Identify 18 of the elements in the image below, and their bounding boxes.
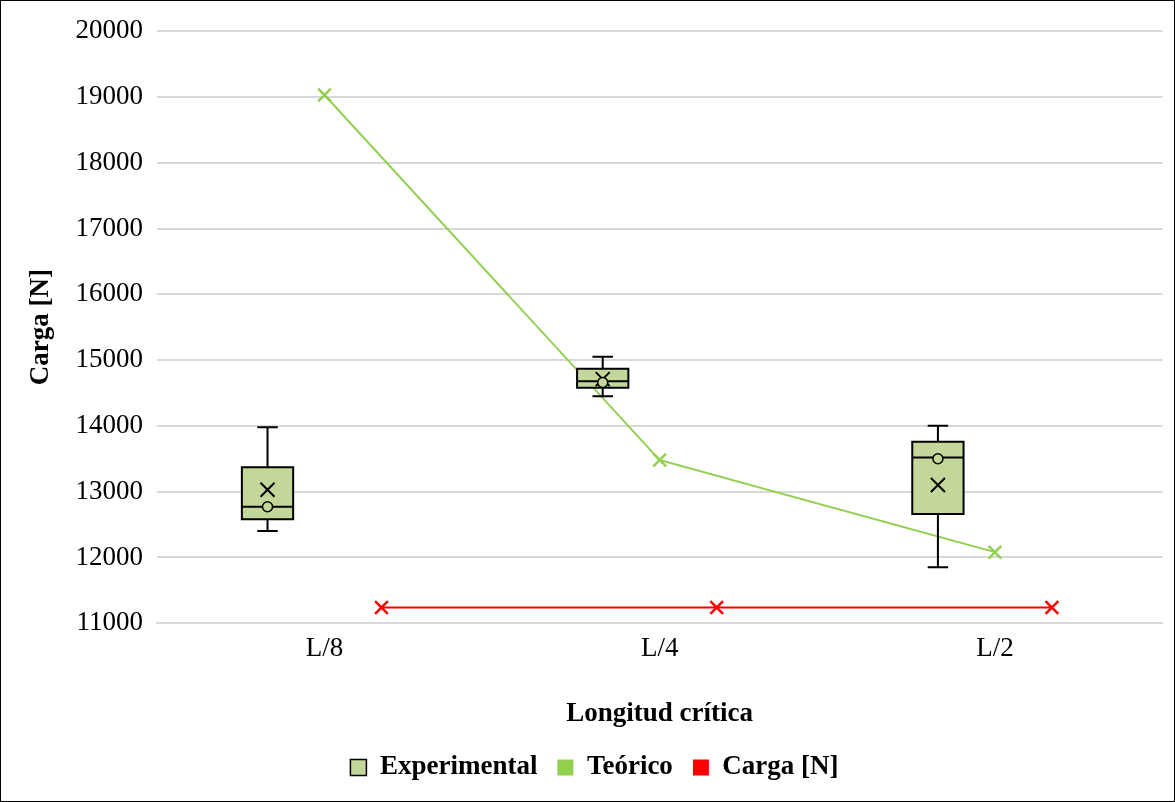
legend-label: Carga [N]	[722, 750, 839, 781]
y-tick-label: 13000	[75, 474, 143, 505]
x-tick-label: L/4	[640, 632, 679, 663]
y-axis-title: Carga [N]	[24, 269, 55, 386]
y-tick-label: 11000	[76, 606, 143, 637]
legend-label: Teórico	[586, 750, 673, 781]
y-tick-label: 20000	[75, 14, 143, 45]
legend-label: Experimental	[379, 750, 538, 781]
x-tick-label: L/8	[305, 632, 344, 663]
y-tick-label: 16000	[75, 277, 143, 308]
y-tick-label: 12000	[75, 540, 143, 571]
x-axis-title: Longitud crítica	[566, 696, 754, 727]
y-tick-label: 19000	[75, 80, 143, 111]
y-tick-label: 14000	[75, 408, 143, 439]
y-tick-label: 18000	[75, 145, 143, 176]
y-tick-label: 17000	[75, 211, 143, 242]
x-tick-label: L/2	[976, 632, 1014, 663]
y-tick-label: 15000	[75, 343, 143, 374]
